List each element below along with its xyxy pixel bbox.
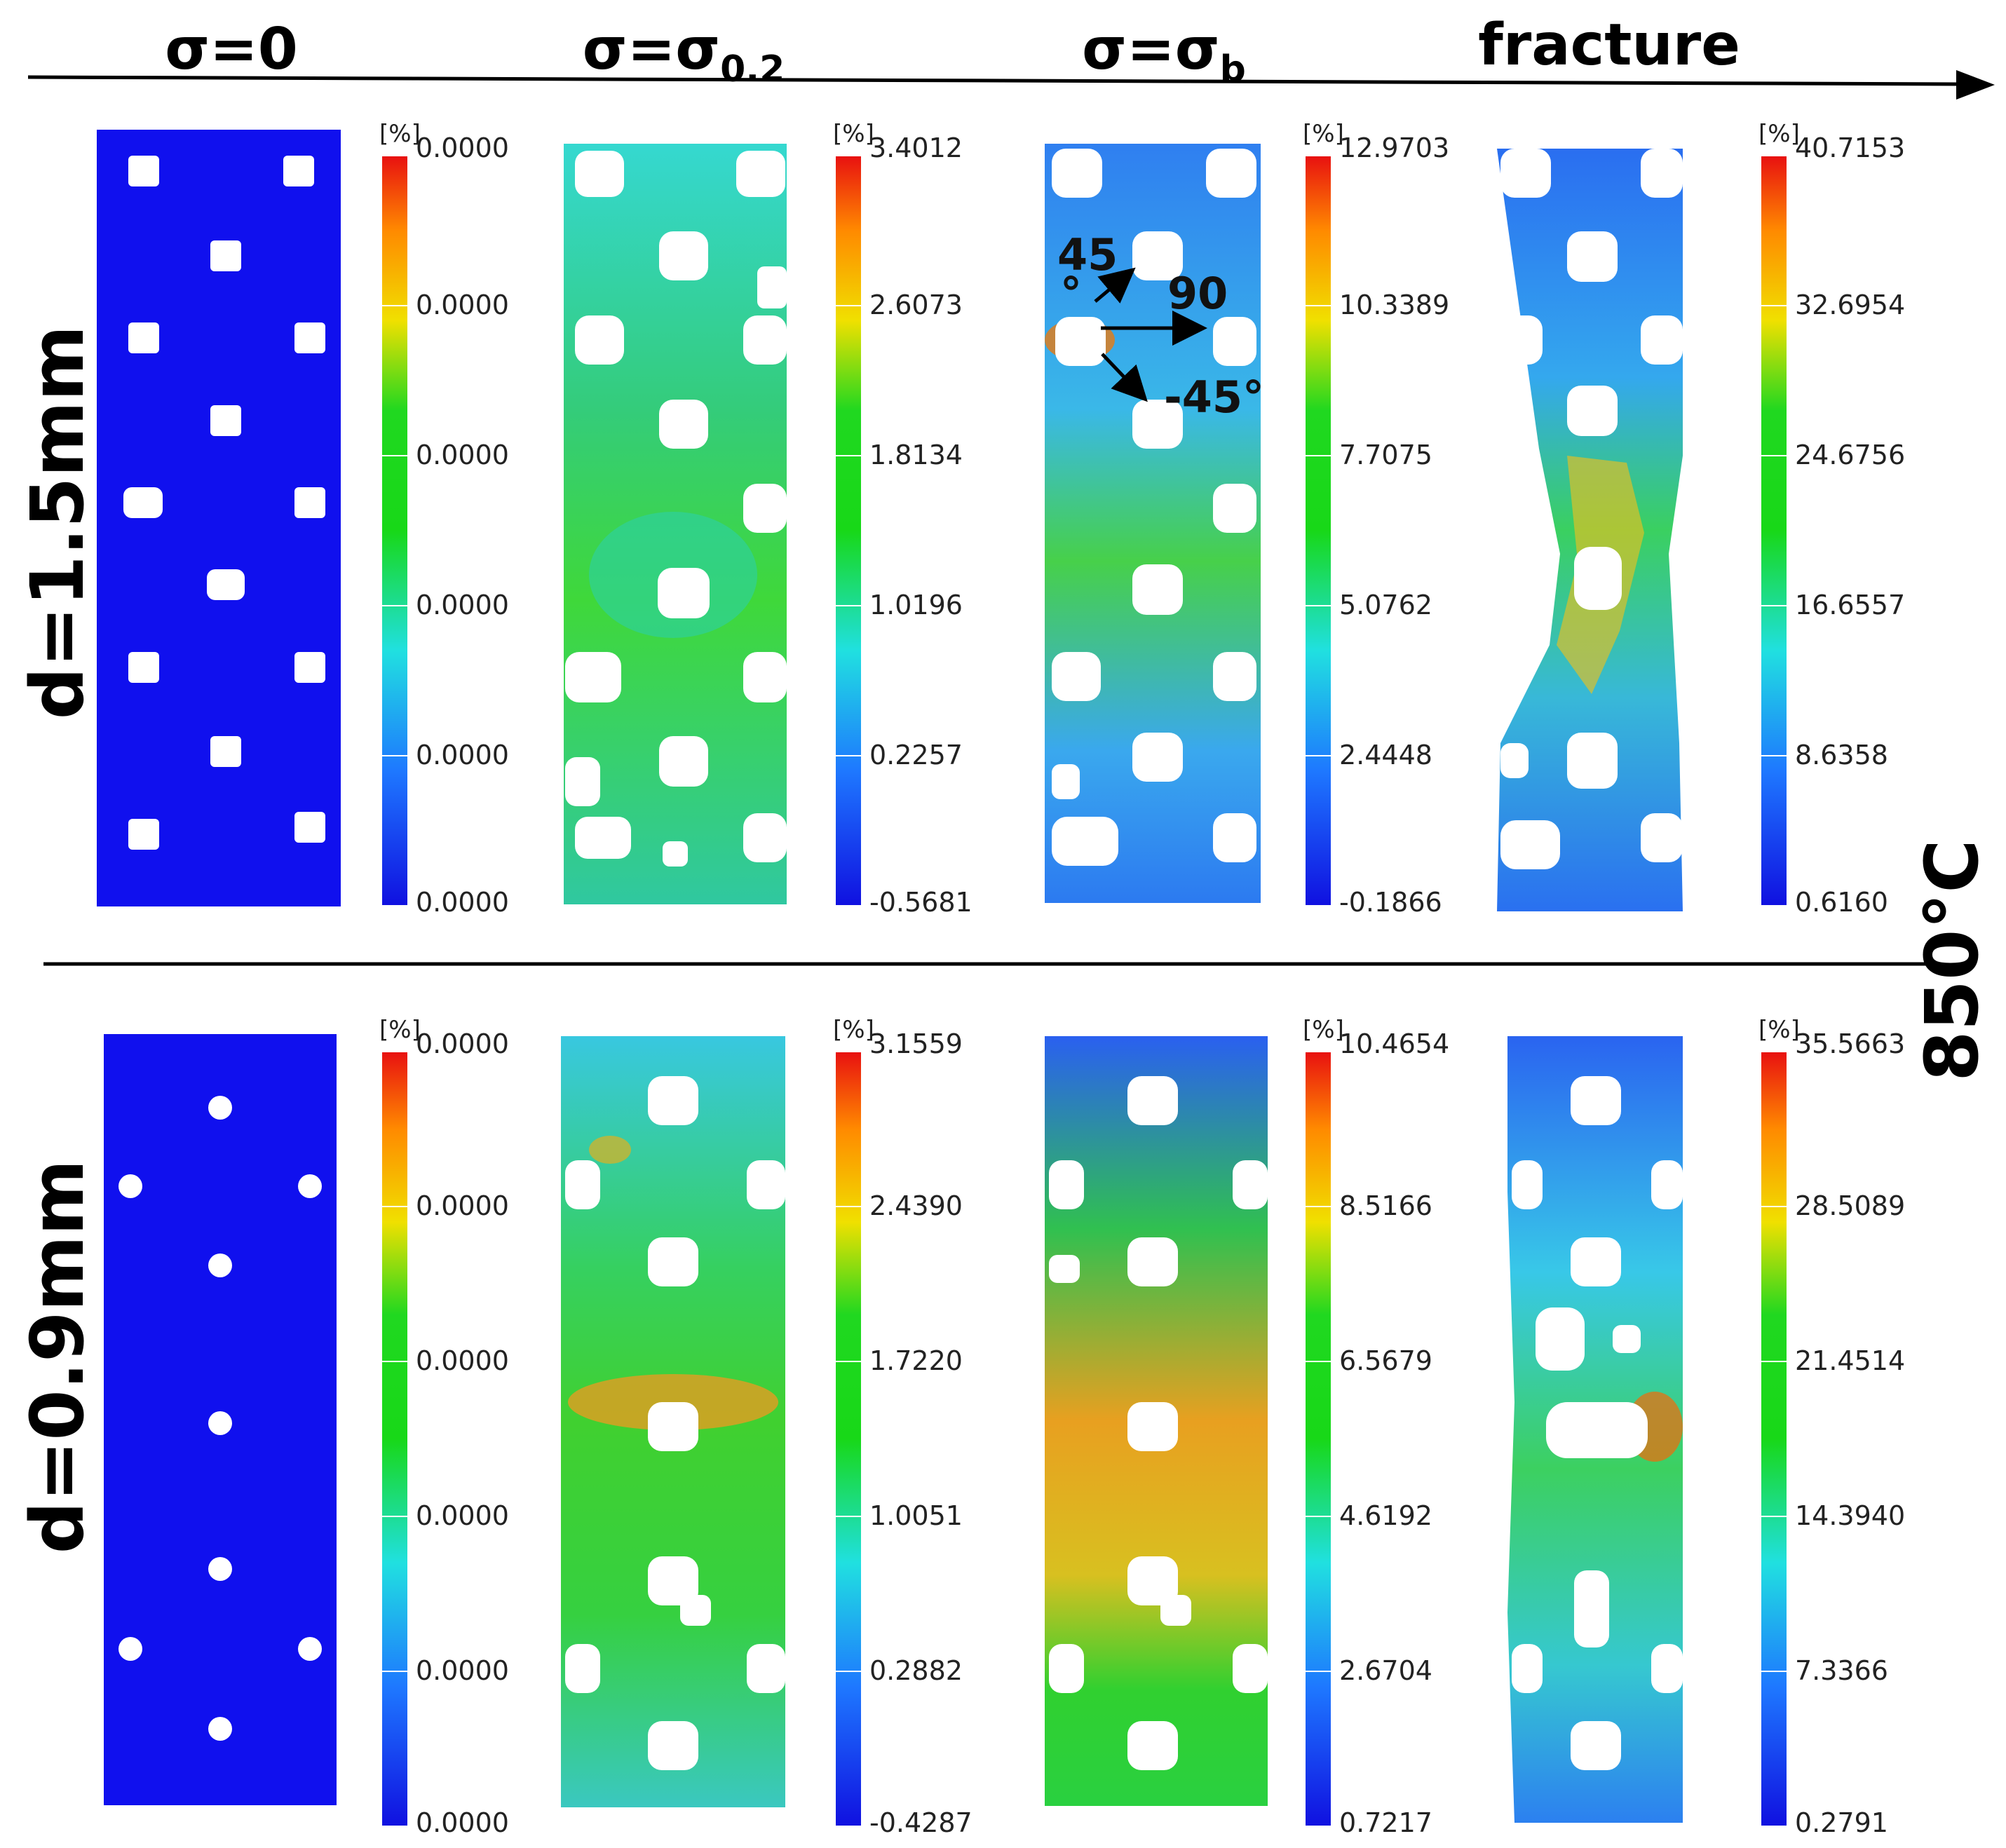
- colorbar-d09-sigma0-tick-label: 0.0000: [416, 1028, 509, 1059]
- colorbar-d15-sigmab-tick-label: 12.9703: [1339, 133, 1449, 163]
- map-d09-sigmab: [1045, 1036, 1268, 1806]
- colorbar-d09-sigmab: [1306, 1052, 1331, 1826]
- colorbar-d15-sigmab-tick-label: -0.1866: [1339, 887, 1442, 918]
- colorbar-d15-sigma02: [836, 156, 861, 906]
- arrow-45: [1094, 267, 1136, 304]
- colorbar-d15-sigma02-tick-label: 1.0196: [869, 590, 963, 620]
- colorbar-d09-sigma02-tick-label: 0.2882: [869, 1655, 963, 1686]
- colorbar-d15-fracture-unit: [%]: [1758, 120, 1800, 148]
- angle-annotations: 45 ° 90 -45°: [1057, 229, 1264, 423]
- colorbar-d15-sigma0-tick-label: 0.0000: [416, 133, 509, 163]
- column-header-sigma-b-base: σ=σ: [1082, 16, 1219, 83]
- colorbar-d15-fracture-tick-label: 40.7153: [1795, 133, 1905, 163]
- colorbar-d15-sigma02-tick-label: 2.6073: [869, 290, 963, 320]
- colorbar-d15-fracture-tick-label: 32.6954: [1795, 290, 1905, 320]
- colorbar-d15-sigma0: [382, 156, 407, 906]
- arrow-minus45: [1101, 353, 1148, 402]
- colorbar-d15-sigmab-unit: [%]: [1303, 120, 1344, 148]
- column-header-sigma-b-subscript: b: [1220, 48, 1246, 90]
- colorbar-d09-fracture-unit: [%]: [1758, 1016, 1800, 1044]
- colorbar-d15-sigma0-tick-label: 0.0000: [416, 887, 509, 918]
- map-d15-sigma02: [564, 144, 787, 904]
- temperature-label: 850°C: [1909, 839, 1995, 1081]
- colorbar-d09-sigma02: [836, 1052, 861, 1826]
- annotation-90: 90: [1167, 268, 1228, 319]
- colorbar-d15-sigmab: [1306, 156, 1331, 906]
- colorbar-d09-sigma0-tick-label: 0.0000: [416, 1500, 509, 1531]
- colorbar-d15-sigma0-tick-label: 0.0000: [416, 590, 509, 620]
- row-label-d15: d=1.5mm: [15, 325, 100, 720]
- map-d09-fracture: [1507, 1036, 1683, 1823]
- colorbar-d09-sigmab-tick-label: 0.7217: [1339, 1807, 1432, 1838]
- column-header-fracture: fracture: [1478, 12, 1740, 79]
- colorbar-d09-sigma02-tick-label: 2.4390: [869, 1190, 963, 1221]
- column-header-sigma-b: σ=σb: [1082, 16, 1246, 90]
- colorbar-d15-sigma02-tick-label: -0.5681: [869, 887, 972, 918]
- colorbar-d15-sigma0-tick-label: 0.0000: [416, 740, 509, 770]
- column-header-sigma-02: σ=σ0.2: [583, 16, 785, 90]
- colorbar-d15-fracture-tick-label: 24.6756: [1795, 440, 1905, 470]
- colorbar-d15-fracture-tick-label: 16.6557: [1795, 590, 1905, 620]
- colorbar-d15-sigma02-tick-label: 1.8134: [869, 440, 963, 470]
- colorbar-d09-fracture-tick-label: 35.5663: [1795, 1028, 1905, 1059]
- map-d09-sigma02: [561, 1036, 785, 1807]
- colorbar-d09-sigma0: [382, 1052, 407, 1826]
- colorbar-d09-sigma02-unit: [%]: [833, 1016, 874, 1044]
- colorbar-d15-sigmab-tick-label: 2.4448: [1339, 740, 1432, 770]
- colorbar-d09-sigma0-unit: [%]: [379, 1016, 421, 1044]
- annotation-degree: °: [1060, 268, 1082, 319]
- colorbar-d15-sigma0-unit: [%]: [379, 120, 421, 148]
- colorbar-d09-sigma0-tick-label: 0.0000: [416, 1655, 509, 1686]
- colorbar-d09-sigmab-unit: [%]: [1303, 1016, 1344, 1044]
- colorbar-d09-sigma02-tick-label: 1.0051: [869, 1500, 963, 1531]
- row-label-d09: d=0.9mm: [15, 1160, 100, 1554]
- colorbar-d09-fracture-tick-label: 28.5089: [1795, 1190, 1905, 1221]
- colorbar-d09-sigmab-tick-label: 4.6192: [1339, 1500, 1432, 1531]
- loading-axis-arrowhead: [1956, 70, 1995, 100]
- colorbar-d15-sigmab-tick-label: 10.3389: [1339, 290, 1449, 320]
- annotation-minus45: -45°: [1164, 372, 1264, 423]
- colorbar-d09-fracture-tick-label: 14.3940: [1795, 1500, 1905, 1531]
- colorbar-d09-sigmab-tick-label: 6.5679: [1339, 1345, 1432, 1376]
- column-header-sigma-02-base: σ=σ: [583, 16, 720, 83]
- colorbar-d09-fracture-tick-label: 21.4514: [1795, 1345, 1905, 1376]
- colorbar-d09-sigma02-tick-label: 1.7220: [869, 1345, 963, 1376]
- colorbar-d09-sigmab-tick-label: 2.6704: [1339, 1655, 1432, 1686]
- colorbar-d09-sigma0-tick-label: 0.0000: [416, 1345, 509, 1376]
- colorbar-d15-sigma02-tick-label: 3.4012: [869, 133, 963, 163]
- colorbars: [%]0.00000.00000.00000.00000.00000.0000[…: [379, 120, 1905, 1838]
- colorbar-d15-sigmab-tick-label: 7.7075: [1339, 440, 1432, 470]
- colorbar-d09-sigma0-tick-label: 0.0000: [416, 1190, 509, 1221]
- colorbar-d15-fracture: [1761, 156, 1787, 906]
- column-header-sigma-0: σ=0: [165, 16, 298, 83]
- colorbar-d15-sigma02-unit: [%]: [833, 120, 874, 148]
- colorbar-d09-fracture-tick-label: 0.2791: [1795, 1807, 1888, 1838]
- map-d09-sigma0: [104, 1034, 337, 1805]
- colorbar-d09-fracture-tick-label: 7.3366: [1795, 1655, 1888, 1686]
- column-header-sigma-02-subscript: 0.2: [720, 48, 785, 90]
- loading-axis-arrow: [27, 75, 1964, 86]
- colorbar-d09-sigmab-tick-label: 10.4654: [1339, 1028, 1449, 1059]
- colorbar-d15-fracture-tick-label: 8.6358: [1795, 740, 1888, 770]
- colorbar-d15-fracture-tick-label: 0.6160: [1795, 887, 1888, 918]
- map-d15-sigmab: [1045, 144, 1261, 903]
- colorbar-d09-sigma0-tick-label: 0.0000: [416, 1807, 509, 1838]
- colorbar-d15-sigmab-tick-label: 5.0762: [1339, 590, 1432, 620]
- colorbar-d15-sigma0-tick-label: 0.0000: [416, 440, 509, 470]
- map-d15-sigma0: [97, 130, 341, 906]
- map-d15-fracture: [1497, 149, 1683, 911]
- colorbar-d09-sigma02-tick-label: -0.4287: [869, 1807, 972, 1838]
- colorbar-d09-sigma02-tick-label: 3.1559: [869, 1028, 963, 1059]
- colorbar-d15-sigma0-tick-label: 0.0000: [416, 290, 509, 320]
- colorbar-d09-fracture: [1761, 1052, 1787, 1826]
- colorbar-d09-sigmab-tick-label: 8.5166: [1339, 1190, 1432, 1221]
- colorbar-d15-sigma02-tick-label: 0.2257: [869, 740, 963, 770]
